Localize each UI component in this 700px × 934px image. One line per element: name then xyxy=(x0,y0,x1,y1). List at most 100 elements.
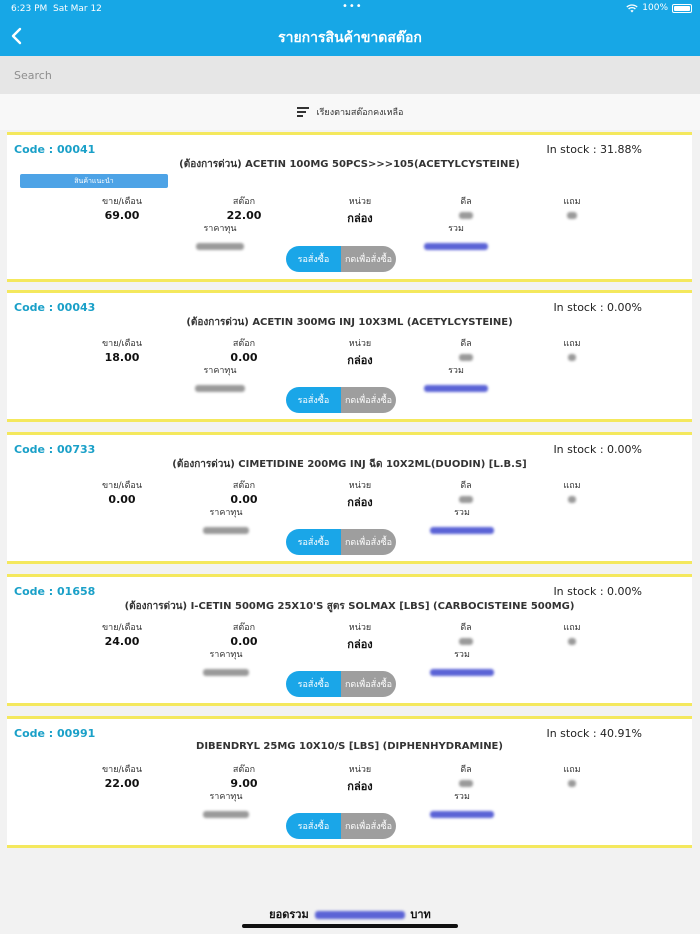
free-value-hidden xyxy=(568,354,576,361)
date-text: Sat Mar 12 xyxy=(53,4,102,14)
deal-label: ดีล xyxy=(460,765,472,775)
product-code: Code : 00043 xyxy=(14,301,96,314)
status-bar: 6:23 PM Sat Mar 12 ••• 100% xyxy=(0,0,700,18)
free-label: แถม xyxy=(563,481,581,491)
cost-column: ราคาทุน xyxy=(175,363,265,396)
free-value-hidden xyxy=(568,638,576,645)
unit-value: กล่อง xyxy=(347,496,373,509)
stock-column: สต๊อก 9.00 xyxy=(199,762,289,790)
sales-label: ขาย/เดือน xyxy=(102,481,142,491)
order-actions: รอสั่งซื้อ กดเพื่อสั่งซื้อ xyxy=(286,671,396,697)
total-label: รวม xyxy=(454,650,470,660)
unit-label: หน่วย xyxy=(348,339,372,349)
wait-order-button[interactable]: รอสั่งซื้อ xyxy=(286,529,341,555)
home-indicator[interactable] xyxy=(242,924,458,928)
total-label: รวม xyxy=(448,224,464,234)
stock-value: 0.00 xyxy=(230,635,258,648)
total-column: รวม xyxy=(411,221,501,254)
total-column: รวม xyxy=(417,505,507,538)
cost-label: ราคาทุน xyxy=(209,508,243,518)
product-name: (ต้องการด่วน) CIMETIDINE 200MG INJ ฉีด 1… xyxy=(172,459,527,470)
product-name: (ต้องการด่วน) I-CETIN 500MG 25X10'S สูตร… xyxy=(124,601,575,612)
order-actions: รอสั่งซื้อ กดเพื่อสั่งซื้อ xyxy=(286,246,396,272)
wait-order-button[interactable]: รอสั่งซื้อ xyxy=(286,387,341,413)
unit-label: หน่วย xyxy=(348,623,372,633)
unit-value: กล่อง xyxy=(347,638,373,651)
unit-column: หน่วย กล่อง xyxy=(315,336,405,369)
total-value-hidden xyxy=(424,385,488,392)
multitask-dots-icon[interactable]: ••• xyxy=(342,1,363,12)
unit-label: หน่วย xyxy=(348,765,372,775)
free-column: แถม xyxy=(527,478,617,506)
unit-column: หน่วยกล่อง xyxy=(315,762,405,795)
deal-column: ดีล xyxy=(421,620,511,648)
unit-column: หน่วย กล่อง xyxy=(315,194,405,227)
unit-column: หน่วย กล่อง xyxy=(315,478,405,511)
total-column: รวม xyxy=(411,363,501,396)
sales-column: ขาย/เดือน 24.00 xyxy=(77,620,167,648)
in-stock-percent: In stock : 40.91% xyxy=(546,727,642,740)
wait-order-button[interactable]: รอสั่งซื้อ xyxy=(286,246,341,272)
total-column: รวม xyxy=(417,789,507,822)
unit-value: กล่อง xyxy=(347,212,373,225)
wait-order-button[interactable]: รอสั่งซื้อ xyxy=(286,813,341,839)
stock-column: สต๊อก 0.00 xyxy=(199,478,289,506)
order-actions: รอสั่งซื้อ กดเพื่อสั่งซื้อ xyxy=(286,813,396,839)
sales-label: ขาย/เดือน xyxy=(102,197,142,207)
sales-value: 22.00 xyxy=(104,777,140,790)
sort-icon xyxy=(296,107,309,117)
product-code: Code : 00733 xyxy=(14,443,96,456)
deal-value-hidden xyxy=(459,354,473,361)
cost-label: ราคาทุน xyxy=(209,650,243,660)
total-value-hidden xyxy=(430,669,494,676)
page-title: รายการสินค้าขาดสต๊อก xyxy=(278,30,422,46)
total-value-hidden xyxy=(430,811,494,818)
search-input[interactable] xyxy=(0,56,700,94)
place-order-button[interactable]: กดเพื่อสั่งซื้อ xyxy=(341,387,396,413)
free-column: แถม xyxy=(527,620,617,648)
product-code: Code : 00991 xyxy=(14,727,96,740)
time-text: 6:23 PM xyxy=(11,4,48,14)
sales-value: 69.00 xyxy=(104,209,140,222)
total-value-hidden xyxy=(424,243,488,250)
sales-column: ขาย/เดือน 0.00 xyxy=(77,478,167,506)
product-card: Code : 01658 In stock : 0.00% (ต้องการด่… xyxy=(7,574,692,706)
wait-order-button[interactable]: รอสั่งซื้อ xyxy=(286,671,341,697)
place-order-button[interactable]: กดเพื่อสั่งซื้อ xyxy=(341,671,396,697)
sort-button[interactable]: เรียงตามสต๊อกคงเหลือ xyxy=(0,94,700,130)
total-label: รวม xyxy=(454,508,470,518)
deal-column: ดีล xyxy=(421,336,511,364)
in-stock-percent: In stock : 0.00% xyxy=(553,443,642,456)
status-right: 100% xyxy=(626,3,692,13)
grand-total-value-hidden xyxy=(314,911,405,919)
grand-total-unit: บาท xyxy=(410,908,431,921)
in-stock-percent: In stock : 0.00% xyxy=(553,301,642,314)
sales-column: ขาย/เดือน 22.00 xyxy=(77,762,167,790)
total-column: รวม xyxy=(417,647,507,680)
place-order-button[interactable]: กดเพื่อสั่งซื้อ xyxy=(341,813,396,839)
place-order-button[interactable]: กดเพื่อสั่งซื้อ xyxy=(341,529,396,555)
recommended-badge: สินค้าแนะนำ xyxy=(20,174,168,188)
sort-label: เรียงตามสต๊อกคงเหลือ xyxy=(316,108,404,118)
deal-label: ดีล xyxy=(460,197,472,207)
deal-column: ดีล xyxy=(421,194,511,222)
unit-value: กล่อง xyxy=(347,780,373,793)
place-order-button[interactable]: กดเพื่อสั่งซื้อ xyxy=(341,246,396,272)
stock-column: สต๊อก 0.00 xyxy=(199,620,289,648)
stock-value: 9.00 xyxy=(230,777,258,790)
cost-column: ราคาทุน xyxy=(181,505,271,538)
product-card: Code : 00733 In stock : 0.00% (ต้องการด่… xyxy=(7,432,692,564)
order-actions: รอสั่งซื้อ กดเพื่อสั่งซื้อ xyxy=(286,529,396,555)
cost-column: ราคาทุน xyxy=(175,221,265,254)
back-icon[interactable] xyxy=(8,26,26,46)
sales-label: ขาย/เดือน xyxy=(102,623,142,633)
sales-column: ขาย/เดือน 69.00 xyxy=(77,194,167,222)
free-column: แถม xyxy=(527,194,617,222)
battery-icon xyxy=(672,3,692,13)
free-value-hidden xyxy=(568,496,576,503)
sales-value: 0.00 xyxy=(108,493,136,506)
deal-label: ดีล xyxy=(460,339,472,349)
product-card: Code : 00043 In stock : 0.00% (ต้องการด่… xyxy=(7,290,692,422)
deal-value-hidden xyxy=(459,496,473,503)
deal-label: ดีล xyxy=(460,623,472,633)
